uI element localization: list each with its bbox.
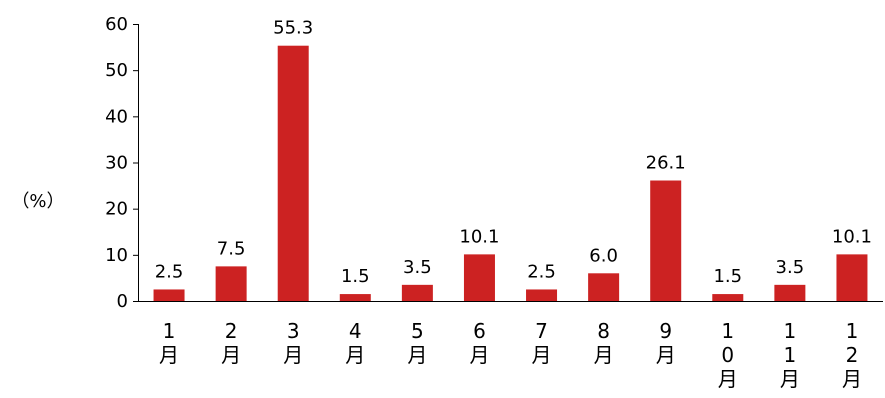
- y-tick-label: 40: [105, 106, 128, 127]
- y-tick-label: 0: [117, 291, 128, 312]
- y-axis-ticks: 0 10 20 30 40 50 60: [105, 14, 138, 312]
- bar: [588, 273, 620, 301]
- data-label: 10.1: [832, 226, 872, 247]
- bar: [215, 266, 247, 301]
- bar: [526, 289, 558, 301]
- y-tick-label: 20: [105, 199, 128, 220]
- bars: [153, 45, 868, 301]
- x-axis-categories: 1 月 2 月 3 月 4 月 5 月 6 月 7 月 8 月 9 月 1 0 月 1 1 月 1 2 月: [159, 319, 862, 391]
- y-tick-label: 10: [105, 245, 128, 266]
- data-label: 1.5: [713, 266, 742, 287]
- bar: [774, 284, 806, 301]
- y-tick-label: 50: [105, 60, 128, 81]
- data-label: 3.5: [776, 257, 805, 278]
- bar: [401, 284, 433, 301]
- y-tick-label: 30: [105, 153, 128, 174]
- bar: [277, 45, 309, 301]
- data-label: 10.1: [459, 226, 499, 247]
- data-labels: 2.5 7.5 55.3 1.5 3.5 10.1 2.5 6.0 26.1 1.5 3.5 10.1: [155, 18, 872, 287]
- bar: [339, 294, 371, 301]
- bar: [463, 254, 495, 301]
- data-label: 7.5: [217, 238, 246, 259]
- data-label: 2.5: [527, 261, 556, 282]
- data-label: 3.5: [403, 257, 432, 278]
- y-axis-label: （%）: [11, 191, 64, 212]
- y-tick-label: 60: [105, 14, 128, 35]
- bar: [650, 180, 682, 301]
- bar: [836, 254, 868, 301]
- data-label: 2.5: [155, 261, 184, 282]
- data-label: 55.3: [273, 18, 313, 39]
- data-label: 1.5: [341, 266, 370, 287]
- bar: [153, 289, 185, 301]
- data-label: 26.1: [646, 153, 686, 174]
- data-label: 6.0: [589, 245, 618, 266]
- bar: [712, 294, 744, 301]
